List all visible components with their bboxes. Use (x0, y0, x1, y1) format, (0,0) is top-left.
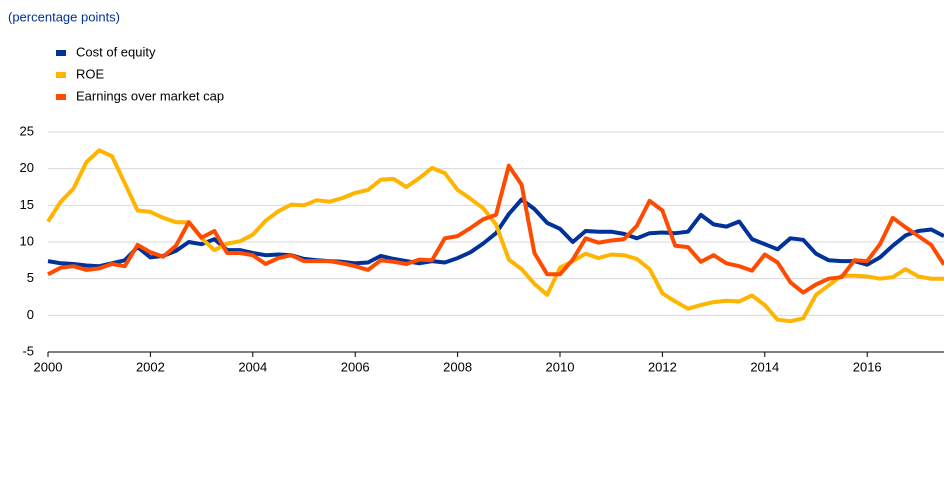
y-tick-label: 20 (20, 160, 34, 175)
series-line (47, 163, 944, 295)
y-tick-label: 15 (20, 197, 34, 212)
y-tick-label: 5 (27, 270, 34, 285)
y-tick-label: 25 (20, 123, 34, 138)
legend-label: Cost of equity (76, 44, 156, 59)
x-tick-label: 2014 (750, 359, 779, 374)
legend-swatch (56, 72, 66, 78)
series-line (47, 197, 944, 269)
x-tick-label: 2010 (546, 359, 575, 374)
legend-label: ROE (76, 66, 105, 81)
y-tick-label: -5 (22, 343, 34, 358)
x-tick-label: 2006 (341, 359, 370, 374)
x-tick-label: 2000 (34, 359, 63, 374)
x-tick-label: 2004 (238, 359, 267, 374)
x-tick-label: 2016 (853, 359, 882, 374)
legend-label: Earnings over market cap (76, 88, 224, 103)
y-tick-label: 0 (27, 307, 34, 322)
legend-swatch (56, 94, 66, 100)
legend-swatch (56, 50, 66, 56)
chart-subtitle: (percentage points) (8, 9, 120, 24)
x-tick-label: 2008 (443, 359, 472, 374)
x-tick-label: 2002 (136, 359, 165, 374)
x-tick-label: 2012 (648, 359, 677, 374)
y-tick-label: 10 (20, 233, 34, 248)
